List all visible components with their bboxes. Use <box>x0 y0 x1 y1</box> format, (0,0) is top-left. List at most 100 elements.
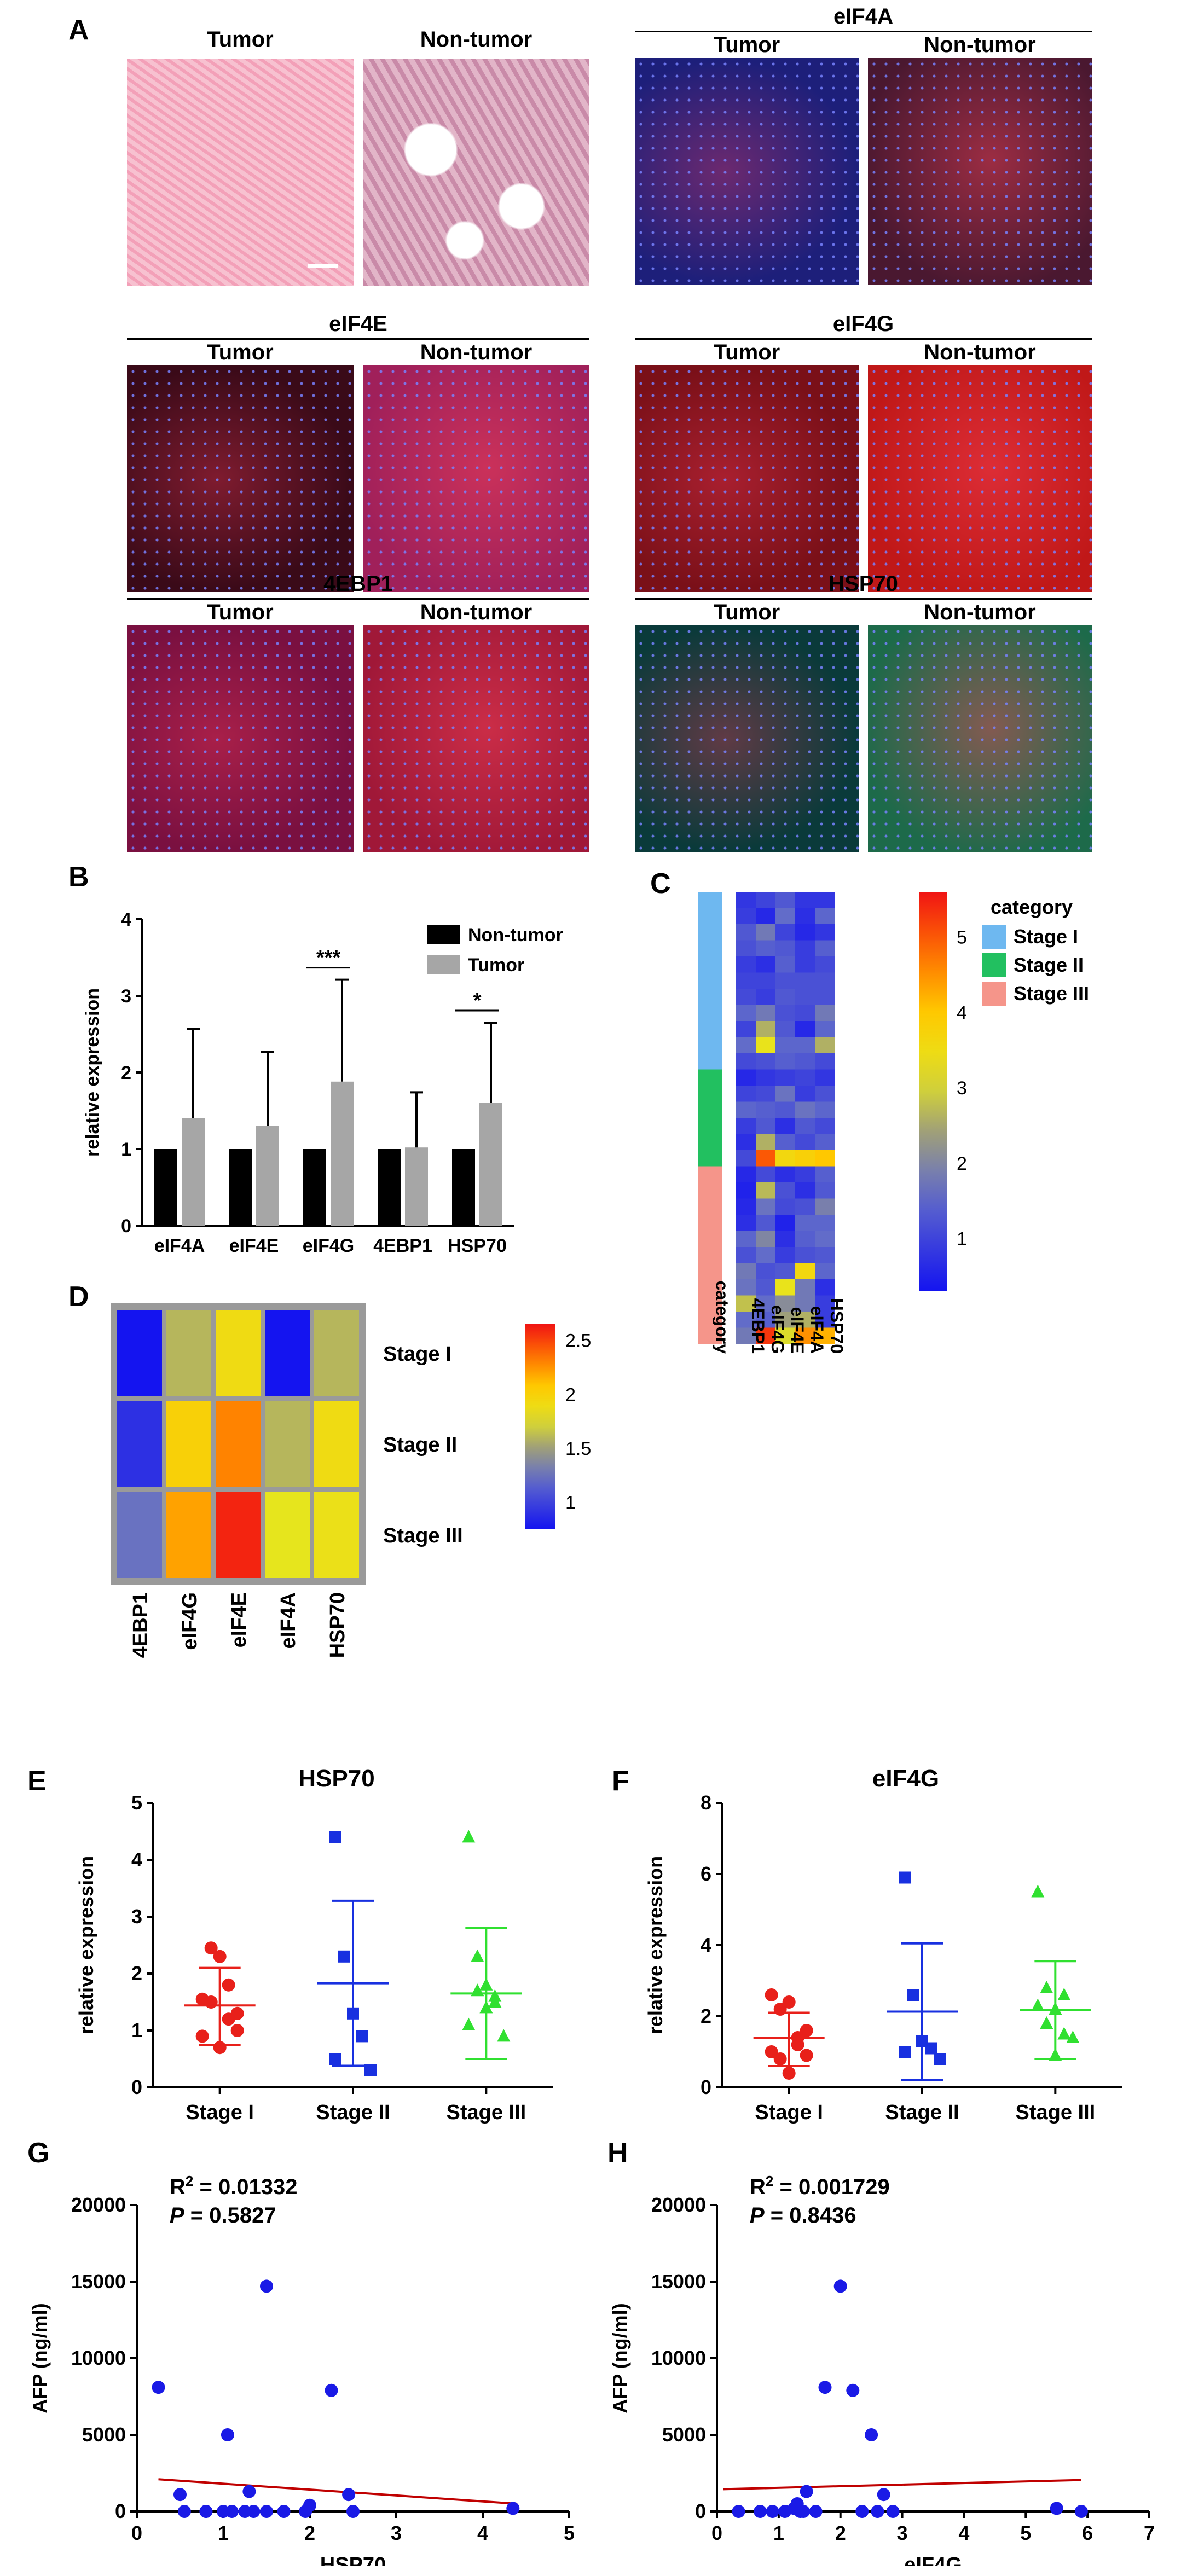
he-tumor-image <box>127 59 354 286</box>
data-point <box>1066 2030 1080 2043</box>
heatmap-cell <box>756 892 776 908</box>
heatmap-cell <box>756 1086 776 1102</box>
heatmap-cell <box>775 1215 796 1231</box>
data-point <box>177 2505 191 2518</box>
heatmap-cell <box>736 1279 756 1296</box>
heatmap-cell <box>166 1492 211 1578</box>
heatmap-cell <box>775 1053 796 1070</box>
heatmap-cell <box>756 1182 776 1199</box>
category-cell <box>698 1312 722 1328</box>
heatmap-cell <box>815 989 835 1005</box>
category-cell <box>698 1037 722 1054</box>
panel-label-g: G <box>27 2137 50 2169</box>
y-tick-label: 20000 <box>71 2194 126 2216</box>
group-rule-hsp70 <box>635 598 1092 600</box>
x-tick-label: Stage III <box>446 2101 526 2124</box>
y-tick-label: 2 <box>121 1063 131 1083</box>
heatmap-cell <box>756 1231 776 1248</box>
data-point <box>230 2006 244 2020</box>
y-axis-label: relative expression <box>75 1856 97 2034</box>
tumor-image-4ebp1 <box>127 625 354 852</box>
heatmap-cell <box>815 1021 835 1037</box>
data-point <box>877 2488 890 2502</box>
heatmap-cell <box>795 1134 815 1151</box>
heatmap-cell <box>736 892 756 908</box>
y-tick-label: 15000 <box>71 2270 126 2293</box>
heatmap-cell <box>795 989 815 1005</box>
panel-e-scatter: HSP70 0 1 2 3 4 5 relative expression Stage I Sta… <box>75 1765 553 2124</box>
x-tick-label: 2 <box>304 2522 315 2544</box>
significance-mark: * <box>473 989 482 1012</box>
category-cell <box>698 1279 722 1296</box>
data-point <box>1050 2502 1063 2515</box>
x-tick-label: 1 <box>218 2522 229 2544</box>
heatmap-cell <box>216 1401 261 1487</box>
heatmap-cell <box>756 1101 776 1118</box>
heatmap-cell <box>795 1231 815 1248</box>
data-point <box>833 2279 847 2293</box>
tumor-label-hsp70: Tumor <box>713 600 780 624</box>
regression-line <box>158 2478 518 2505</box>
heatmap-cell <box>756 972 776 989</box>
chart-title: HSP70 <box>298 1765 374 1792</box>
data-point <box>222 1978 235 1992</box>
category-cell <box>698 1327 722 1344</box>
nontumor-image-hsp70 <box>868 625 1092 852</box>
x-tick-label: 5 <box>1020 2522 1031 2544</box>
he-nontumor-label: Non-tumor <box>420 27 532 51</box>
heatmap-cell <box>795 1327 815 1344</box>
data-point <box>242 2485 256 2498</box>
heatmap-cell <box>775 1069 796 1086</box>
heatmap-cell <box>756 1021 776 1037</box>
category-cell <box>698 1086 722 1102</box>
panel-g-scatter: 0 5000 10000 15000 20000 0 1 2 3 4 5 HSP70 AFP (ng/m… <box>28 2173 575 2566</box>
x-tick-label: 1 <box>773 2522 784 2544</box>
heatmap-cell <box>756 1150 776 1167</box>
heatmap-cell <box>736 1166 756 1183</box>
heatmap-cell <box>795 1086 815 1102</box>
category-cell <box>698 940 722 957</box>
y-tick-label: 5 <box>131 1791 142 1814</box>
data-point <box>846 2383 860 2397</box>
data-point <box>221 2428 234 2441</box>
tumor-label-4ebp1: Tumor <box>207 600 274 624</box>
column-label: eIF4E <box>228 1592 251 1647</box>
heatmap-cell <box>815 924 835 941</box>
data-point <box>204 1995 218 2009</box>
heatmap-cell <box>736 1021 756 1037</box>
y-tick-label: 0 <box>115 2500 126 2522</box>
heatmap-cell <box>756 1005 776 1022</box>
heatmap-cell <box>815 1086 835 1102</box>
data-point <box>800 2024 813 2037</box>
data-point <box>462 1830 476 1843</box>
heatmap-cell <box>815 1231 835 1248</box>
data-point <box>1049 2002 1062 2015</box>
colorbar-tick-label: 2 <box>957 1153 967 1174</box>
heatmap-cell <box>795 1247 815 1263</box>
heatmap-cell <box>756 1134 776 1151</box>
y-tick-label: 2 <box>131 1962 142 1985</box>
x-tick-label: 4EBP1 <box>373 1235 432 1256</box>
column-label: eIF4A <box>277 1592 300 1649</box>
legend-label: Tumor <box>468 955 524 976</box>
category-cell <box>698 972 722 989</box>
r-squared-symbol: R <box>750 2175 766 2199</box>
group-title-4ebp1: 4EBP1 <box>323 572 393 596</box>
r-squared-superscript: 2 <box>766 2173 773 2189</box>
r-squared-value: = 0.001729 <box>773 2175 889 2199</box>
heatmap-cell <box>736 1247 756 1263</box>
data-point <box>766 2505 779 2518</box>
data-point <box>152 2381 165 2394</box>
heatmap-cell <box>795 908 815 925</box>
category-cell <box>698 924 722 941</box>
heatmap-cell <box>736 1086 756 1102</box>
p-value: = 0.8436 <box>765 2203 856 2227</box>
heatmap-cell <box>815 1101 835 1118</box>
legend-swatch <box>427 955 460 974</box>
column-label: HSP70 <box>827 1298 847 1354</box>
y-tick-label: 8 <box>701 1791 711 1814</box>
y-axis-label: relative expression <box>644 1856 667 2034</box>
data-point <box>818 2381 832 2394</box>
panel-h-scatter: 0 5000 10000 15000 20000 0 1 2 3 4 5 6 7 eIF4G AFP (ng… <box>609 2173 1155 2566</box>
data-point <box>497 2029 511 2042</box>
